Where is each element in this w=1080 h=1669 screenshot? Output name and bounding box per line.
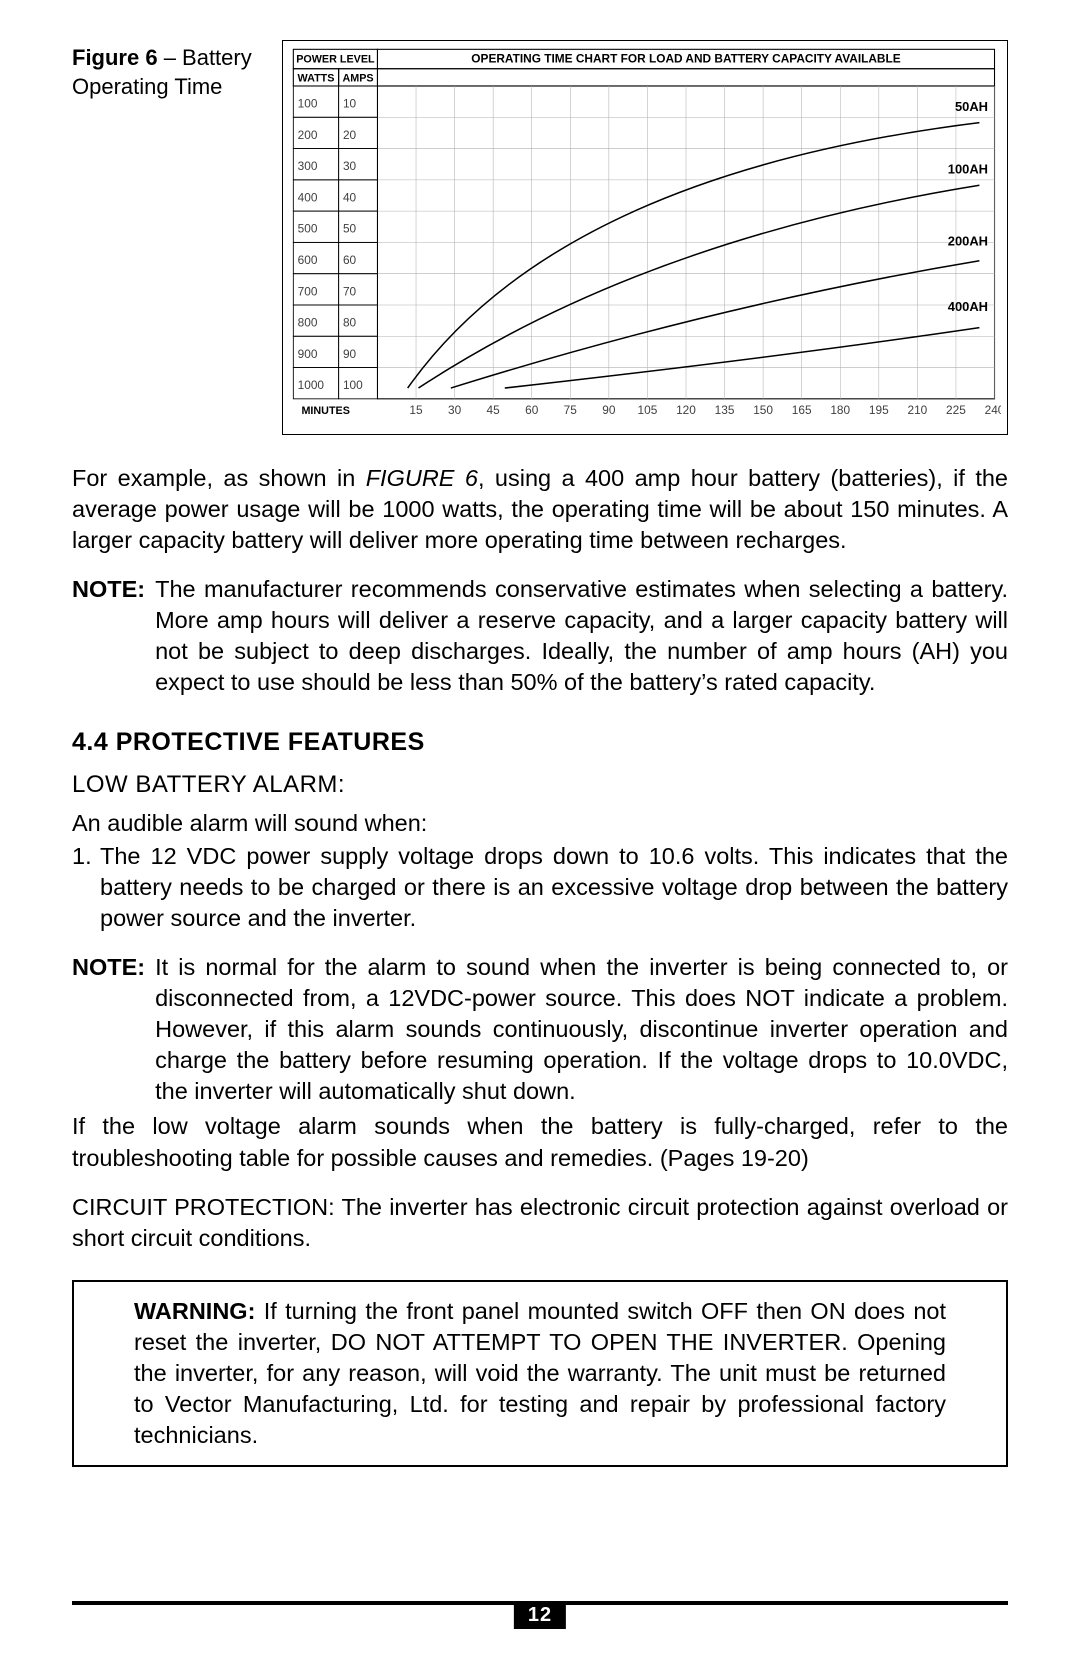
svg-text:135: 135 bbox=[715, 403, 735, 417]
warning-text: WARNING: If turning the front panel moun… bbox=[134, 1296, 946, 1451]
svg-text:OPERATING TIME CHART FOR LOAD: OPERATING TIME CHART FOR LOAD AND BATTER… bbox=[471, 51, 900, 65]
svg-text:100AH: 100AH bbox=[948, 161, 988, 176]
figure-caption-bold: Figure 6 bbox=[72, 45, 158, 70]
page: Figure 6 – Battery Operating Time POWER … bbox=[0, 0, 1080, 1669]
list-item-1-number: 1. bbox=[72, 841, 100, 934]
svg-text:80: 80 bbox=[343, 316, 357, 330]
svg-text:900: 900 bbox=[298, 347, 318, 361]
svg-text:10: 10 bbox=[343, 97, 357, 111]
svg-text:50: 50 bbox=[343, 222, 357, 236]
subheading-low-battery: LOW BATTERY ALARM: bbox=[72, 769, 1008, 801]
svg-text:100: 100 bbox=[343, 378, 363, 392]
svg-text:MINUTES: MINUTES bbox=[301, 405, 349, 417]
svg-text:40: 40 bbox=[343, 190, 357, 204]
svg-text:90: 90 bbox=[343, 347, 357, 361]
warning-box: WARNING: If turning the front panel moun… bbox=[72, 1280, 1008, 1467]
svg-text:50AH: 50AH bbox=[955, 99, 988, 114]
svg-text:200: 200 bbox=[298, 128, 318, 142]
list-lead: An audible alarm will sound when: bbox=[72, 808, 1008, 839]
note-2-body: It is normal for the alarm to sound when… bbox=[155, 952, 1008, 1107]
body-text: For example, as shown in FIGURE 6, using… bbox=[72, 463, 1008, 1467]
svg-text:225: 225 bbox=[946, 403, 966, 417]
svg-text:180: 180 bbox=[830, 403, 850, 417]
note-2-label: NOTE: bbox=[72, 952, 155, 1107]
svg-text:45: 45 bbox=[487, 403, 501, 417]
para-circuit-protection: CIRCUIT PROTECTION: The inverter has ele… bbox=[72, 1192, 1008, 1254]
svg-text:240: 240 bbox=[985, 403, 1001, 417]
svg-text:400AH: 400AH bbox=[948, 299, 988, 314]
svg-text:195: 195 bbox=[869, 403, 889, 417]
svg-text:700: 700 bbox=[298, 284, 318, 298]
svg-text:600: 600 bbox=[298, 253, 318, 267]
svg-text:150: 150 bbox=[753, 403, 773, 417]
svg-text:20: 20 bbox=[343, 128, 357, 142]
warning-label: WARNING: bbox=[134, 1298, 255, 1324]
svg-text:210: 210 bbox=[907, 403, 927, 417]
figure-row: Figure 6 – Battery Operating Time POWER … bbox=[72, 40, 1008, 435]
note-1-label: NOTE: bbox=[72, 574, 155, 698]
svg-text:75: 75 bbox=[564, 403, 578, 417]
svg-text:60: 60 bbox=[525, 403, 539, 417]
svg-text:60: 60 bbox=[343, 253, 357, 267]
warning-body: If turning the front panel mounted switc… bbox=[134, 1298, 946, 1448]
note-1-body: The manufacturer recommends conservative… bbox=[155, 574, 1008, 698]
para1-a: For example, as shown in bbox=[72, 465, 366, 491]
example-paragraph: For example, as shown in FIGURE 6, using… bbox=[72, 463, 1008, 556]
svg-text:120: 120 bbox=[676, 403, 696, 417]
list-item-1-text: The 12 VDC power supply voltage drops do… bbox=[100, 841, 1008, 934]
svg-text:70: 70 bbox=[343, 284, 357, 298]
operating-time-chart: POWER LEVEL OPERATING TIME CHART FOR LOAD… bbox=[289, 45, 1001, 423]
svg-text:300: 300 bbox=[298, 159, 318, 173]
svg-text:100: 100 bbox=[298, 97, 318, 111]
svg-text:WATTS: WATTS bbox=[298, 73, 335, 85]
svg-text:200AH: 200AH bbox=[948, 233, 988, 248]
note-1: NOTE: The manufacturer recommends conser… bbox=[72, 574, 1008, 698]
note-2: NOTE: It is normal for the alarm to soun… bbox=[72, 952, 1008, 1107]
svg-text:165: 165 bbox=[792, 403, 812, 417]
list-item-1: 1. The 12 VDC power supply voltage drops… bbox=[72, 841, 1008, 934]
svg-text:POWER LEVEL: POWER LEVEL bbox=[296, 53, 375, 65]
page-number: 12 bbox=[514, 1602, 566, 1629]
svg-text:400: 400 bbox=[298, 190, 318, 204]
svg-text:105: 105 bbox=[638, 403, 658, 417]
section-heading: 4.4 PROTECTIVE FEATURES bbox=[72, 726, 1008, 759]
para-low-voltage: If the low voltage alarm sounds when the… bbox=[72, 1111, 1008, 1173]
svg-text:AMPS: AMPS bbox=[342, 73, 373, 85]
para1-figref: FIGURE 6 bbox=[366, 465, 478, 491]
svg-text:1000: 1000 bbox=[298, 378, 325, 392]
figure-caption: Figure 6 – Battery Operating Time bbox=[72, 40, 262, 101]
chart-frame: POWER LEVEL OPERATING TIME CHART FOR LOAD… bbox=[282, 40, 1008, 435]
svg-text:30: 30 bbox=[448, 403, 462, 417]
svg-text:15: 15 bbox=[409, 403, 423, 417]
svg-text:30: 30 bbox=[343, 159, 357, 173]
svg-text:800: 800 bbox=[298, 316, 318, 330]
svg-text:500: 500 bbox=[298, 222, 318, 236]
svg-text:90: 90 bbox=[602, 403, 616, 417]
